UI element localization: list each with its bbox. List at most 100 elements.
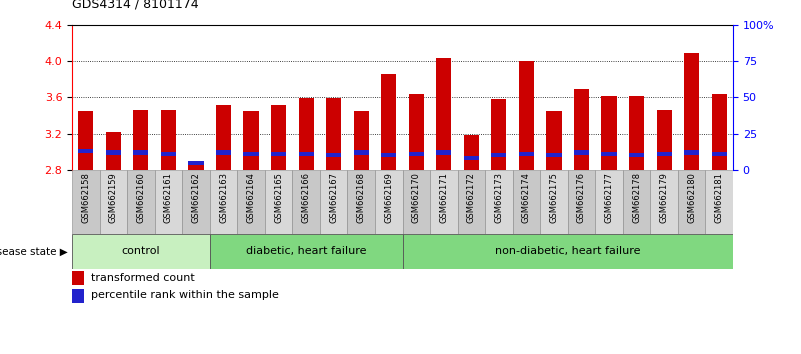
Bar — [188, 164, 203, 170]
Bar — [678, 170, 706, 234]
Bar — [216, 150, 231, 155]
Bar — [320, 170, 348, 234]
Bar — [464, 135, 479, 170]
Bar — [574, 89, 589, 170]
Bar — [519, 152, 534, 156]
Text: GSM662160: GSM662160 — [136, 172, 146, 223]
Text: GSM662172: GSM662172 — [467, 172, 476, 223]
Text: percentile rank within the sample: percentile rank within the sample — [91, 290, 279, 299]
Bar — [78, 149, 94, 153]
Bar — [437, 150, 452, 155]
Bar — [210, 234, 403, 269]
Bar — [706, 170, 733, 234]
Text: GSM662168: GSM662168 — [356, 172, 366, 223]
Bar — [72, 234, 210, 269]
Text: control: control — [122, 246, 160, 256]
Bar — [684, 53, 699, 170]
Text: GSM662158: GSM662158 — [82, 172, 91, 223]
Text: disease state ▶: disease state ▶ — [0, 246, 68, 256]
Bar — [657, 152, 672, 156]
Bar — [629, 153, 644, 158]
Bar — [353, 150, 368, 155]
Bar — [106, 150, 121, 155]
Bar — [127, 170, 155, 234]
Text: GSM662170: GSM662170 — [412, 172, 421, 223]
Bar — [568, 170, 595, 234]
Bar — [485, 170, 513, 234]
Bar — [72, 170, 99, 234]
Bar — [711, 94, 727, 170]
Bar — [623, 170, 650, 234]
Bar — [657, 110, 672, 170]
Bar — [491, 99, 506, 170]
Bar — [99, 170, 127, 234]
Text: GSM662171: GSM662171 — [439, 172, 449, 223]
Bar — [650, 170, 678, 234]
Bar — [326, 98, 341, 170]
Text: GSM662164: GSM662164 — [247, 172, 256, 223]
Bar — [403, 234, 733, 269]
Bar — [133, 150, 148, 155]
Bar — [430, 170, 457, 234]
Bar — [292, 170, 320, 234]
Text: GSM662180: GSM662180 — [687, 172, 696, 223]
Text: transformed count: transformed count — [91, 273, 195, 283]
Bar — [403, 170, 430, 234]
Bar — [348, 170, 375, 234]
Text: GSM662166: GSM662166 — [302, 172, 311, 223]
Bar — [595, 170, 622, 234]
Text: GSM662181: GSM662181 — [714, 172, 723, 223]
Bar — [106, 132, 121, 170]
Bar — [78, 111, 94, 170]
Bar — [574, 150, 589, 155]
Bar — [155, 170, 183, 234]
Bar — [271, 152, 286, 156]
Bar — [265, 170, 292, 234]
Bar — [161, 110, 176, 170]
Bar — [216, 104, 231, 170]
Bar — [684, 150, 699, 155]
Text: GSM662169: GSM662169 — [384, 172, 393, 223]
Bar — [381, 153, 396, 158]
Bar — [519, 61, 534, 170]
Bar — [464, 156, 479, 160]
Bar — [711, 152, 727, 156]
Text: GSM662176: GSM662176 — [577, 172, 586, 223]
Text: GSM662159: GSM662159 — [109, 172, 118, 223]
Text: GSM662165: GSM662165 — [274, 172, 283, 223]
Bar — [133, 110, 148, 170]
Bar — [540, 170, 568, 234]
Bar — [602, 152, 617, 156]
Text: GSM662162: GSM662162 — [191, 172, 200, 223]
Text: GSM662167: GSM662167 — [329, 172, 338, 223]
Bar — [353, 111, 368, 170]
Text: GSM662178: GSM662178 — [632, 172, 641, 223]
Bar — [409, 152, 424, 156]
Bar — [299, 152, 314, 156]
Bar — [210, 170, 237, 234]
Bar — [513, 170, 540, 234]
Bar — [72, 271, 84, 285]
Bar — [299, 98, 314, 170]
Bar — [491, 153, 506, 158]
Bar — [244, 111, 259, 170]
Bar — [602, 96, 617, 170]
Text: GSM662175: GSM662175 — [549, 172, 558, 223]
Text: non-diabetic, heart failure: non-diabetic, heart failure — [495, 246, 641, 256]
Bar — [183, 170, 210, 234]
Bar — [326, 153, 341, 158]
Text: GSM662179: GSM662179 — [659, 172, 669, 223]
Bar — [437, 58, 452, 170]
Bar — [237, 170, 265, 234]
Bar — [409, 94, 424, 170]
Text: GSM662174: GSM662174 — [522, 172, 531, 223]
Bar — [188, 161, 203, 165]
Bar — [546, 111, 562, 170]
Bar — [72, 289, 84, 303]
Bar — [546, 153, 562, 158]
Bar — [457, 170, 485, 234]
Text: diabetic, heart failure: diabetic, heart failure — [246, 246, 366, 256]
Bar — [381, 74, 396, 170]
Text: GSM662177: GSM662177 — [605, 172, 614, 223]
Bar — [271, 104, 286, 170]
